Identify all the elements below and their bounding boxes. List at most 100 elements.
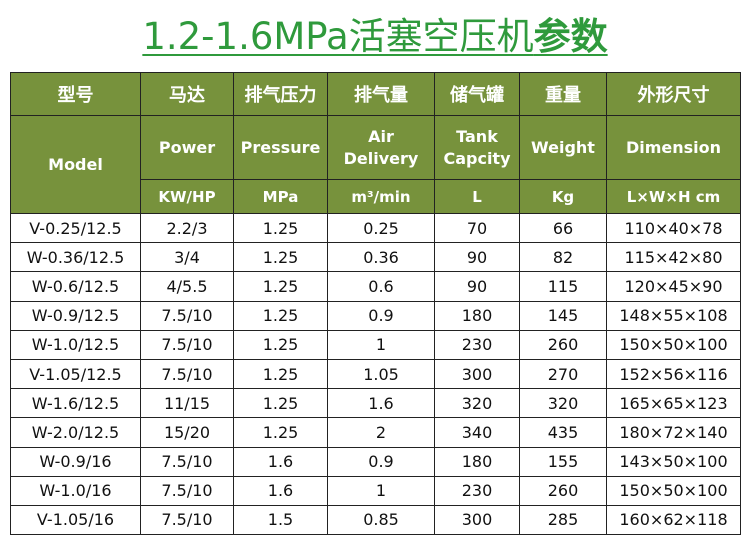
cell: 15/20 <box>140 417 234 448</box>
cell: 7.5/10 <box>140 300 234 331</box>
cell: 7.5/10 <box>140 446 234 477</box>
unit: L <box>434 179 520 214</box>
cell: 1.25 <box>233 242 328 273</box>
cell: 1 <box>327 475 435 506</box>
cell: 4/5.5 <box>140 271 234 302</box>
cell: 1.6 <box>327 388 435 419</box>
cell: 150×50×100 <box>606 329 741 360</box>
cell: 1.25 <box>233 300 328 331</box>
title-bold: 参数 <box>533 15 608 58</box>
header-en: Weight <box>519 115 607 180</box>
unit-row: KW/HP MPa m³/min L Kg L×W×H cm <box>11 179 741 214</box>
header-en: Tank Capcity <box>434 115 520 180</box>
cell: W-0.9/16 <box>10 446 141 477</box>
cell: 260 <box>519 475 607 506</box>
cell: 1 <box>327 329 435 360</box>
cell: 115 <box>519 271 607 302</box>
cell: 300 <box>434 504 520 536</box>
header-cn: 马达 <box>140 72 234 116</box>
cell: 1.25 <box>233 329 328 360</box>
cell: 2.2/3 <box>140 212 234 244</box>
header-en: Dimension <box>606 115 741 180</box>
cell: W-1.0/16 <box>10 475 141 506</box>
cell: 90 <box>434 242 520 273</box>
cell: 3/4 <box>140 242 234 273</box>
cell: 120×45×90 <box>606 271 741 302</box>
unit: m³/min <box>327 179 435 214</box>
cell: 11/15 <box>140 388 234 419</box>
cell: V-1.05/16 <box>10 504 141 536</box>
cell: 90 <box>434 271 520 302</box>
header-en: Power <box>140 115 234 180</box>
cell: 270 <box>519 358 607 390</box>
header-en: Air Delivery <box>327 115 435 180</box>
unit: MPa <box>233 179 328 214</box>
data-row: W-1.6/12.5 11/15 1.25 1.6 320 320 165×65×123 <box>10 388 741 419</box>
cell: 1.25 <box>233 358 328 390</box>
header-cn: 排气压力 <box>233 72 328 116</box>
cell: 0.25 <box>327 212 435 244</box>
cell: 180 <box>434 300 520 331</box>
header-en: Pressure <box>233 115 328 180</box>
cell: 1.25 <box>233 417 328 448</box>
header-cn: 储气罐 <box>434 72 520 116</box>
cell: 150×50×100 <box>606 475 741 506</box>
cell: 70 <box>434 212 520 244</box>
cell: 320 <box>434 388 520 419</box>
cell: 260 <box>519 329 607 360</box>
unit: KW/HP <box>140 179 234 214</box>
cell: 340 <box>434 417 520 448</box>
cell: 152×56×116 <box>606 358 741 390</box>
cell: 143×50×100 <box>606 446 741 477</box>
header-cn: 重量 <box>519 72 607 116</box>
cell: 0.6 <box>327 271 435 302</box>
title-text: 1.2-1.6MPa活塞空压机 <box>142 15 534 58</box>
cell: 1.6 <box>233 475 328 506</box>
cell: 320 <box>519 388 607 419</box>
cell: 0.85 <box>327 504 435 536</box>
cell: 7.5/10 <box>140 329 234 360</box>
cell: 300 <box>434 358 520 390</box>
cell: 145 <box>519 300 607 331</box>
data-row: V-1.05/16 7.5/10 1.5 0.85 300 285 160×62×118 <box>10 504 741 536</box>
cell: W-0.36/12.5 <box>10 242 141 273</box>
spec-table: 型号 马达 排气压力 排气量 储气罐 重量 外形尺寸 Model Power Pressure Ai… <box>10 72 741 536</box>
cell: 1.6 <box>233 446 328 477</box>
header-cn: 外形尺寸 <box>606 72 741 116</box>
data-row: W-0.9/16 7.5/10 1.6 0.9 180 155 143×50×100 <box>10 446 741 477</box>
cell: 110×40×78 <box>606 212 741 244</box>
cell: 66 <box>519 212 607 244</box>
data-row: V-0.25/12.5 2.2/3 1.25 0.25 70 66 110×40×78 <box>10 212 741 244</box>
cell: 1.25 <box>233 271 328 302</box>
cell: V-1.05/12.5 <box>10 358 141 390</box>
cell: 180×72×140 <box>606 417 741 448</box>
cell: 1.25 <box>233 212 328 244</box>
cell: 155 <box>519 446 607 477</box>
cell: W-1.6/12.5 <box>10 388 141 419</box>
cell: 1.25 <box>233 388 328 419</box>
cell: 1.05 <box>327 358 435 390</box>
cell: 285 <box>519 504 607 536</box>
cell: 148×55×108 <box>606 300 741 331</box>
cell: 165×65×123 <box>606 388 741 419</box>
data-row: W-1.0/12.5 7.5/10 1.25 1 230 260 150×50×100 <box>10 329 741 360</box>
cell: 7.5/10 <box>140 475 234 506</box>
cell: 0.36 <box>327 242 435 273</box>
cell: W-2.0/12.5 <box>10 417 141 448</box>
data-row: V-1.05/12.5 7.5/10 1.25 1.05 300 270 152×56×11… <box>10 358 741 390</box>
title: 1.2-1.6MPa活塞空压机参数 <box>0 14 750 60</box>
unit: L×W×H cm <box>606 179 741 214</box>
data-row: W-0.36/12.5 3/4 1.25 0.36 90 82 115×42×80 <box>10 242 741 273</box>
cell: 0.9 <box>327 446 435 477</box>
cell: 82 <box>519 242 607 273</box>
cell: 7.5/10 <box>140 358 234 390</box>
cell: 160×62×118 <box>606 504 741 536</box>
cell: 230 <box>434 329 520 360</box>
cell: 0.9 <box>327 300 435 331</box>
cell: 2 <box>327 417 435 448</box>
header-cn: 型号 <box>10 72 141 116</box>
cell: W-0.9/12.5 <box>10 300 141 331</box>
cell: 1.5 <box>233 504 328 536</box>
data-row: W-1.0/16 7.5/10 1.6 1 230 260 150×50×100 <box>10 475 741 506</box>
cell: 435 <box>519 417 607 448</box>
